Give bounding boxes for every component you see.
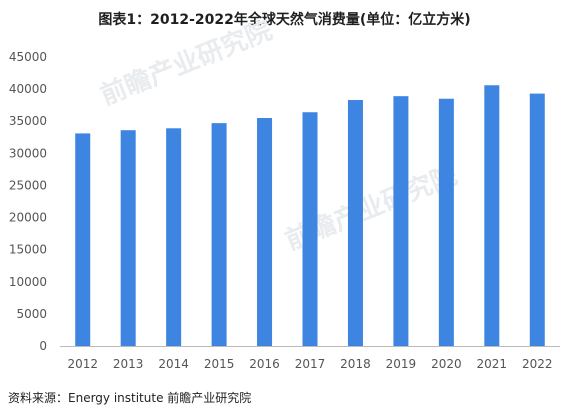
x-tick-label: 2012 bbox=[67, 357, 98, 371]
bar-2014 bbox=[166, 128, 182, 346]
x-tick-label: 2016 bbox=[249, 357, 280, 371]
svg-text:前瞻产业研究院: 前瞻产业研究院 bbox=[96, 15, 276, 112]
bar-2012 bbox=[75, 133, 91, 346]
x-tick-label: 2019 bbox=[386, 357, 417, 371]
x-tick-label: 2017 bbox=[295, 357, 326, 371]
y-tick-label: 20000 bbox=[9, 211, 47, 225]
y-tick-label: 40000 bbox=[9, 82, 47, 96]
x-tick-label: 2018 bbox=[340, 357, 371, 371]
y-tick-label: 45000 bbox=[9, 50, 47, 64]
chart-title: 图表1：2012-2022年全球天然气消费量(单位：亿立方米) bbox=[98, 12, 471, 28]
y-tick-label: 15000 bbox=[9, 243, 47, 257]
x-tick-label: 2020 bbox=[431, 357, 462, 371]
y-tick-label: 5000 bbox=[16, 307, 47, 321]
y-tick-label: 0 bbox=[39, 339, 47, 353]
y-tick-label: 25000 bbox=[9, 178, 47, 192]
x-axis-ticks: 2012 2013 2014 2015 2016 2017 2018 2019 2020 2021… bbox=[67, 357, 552, 371]
bar-2019 bbox=[393, 96, 409, 346]
bar-2020 bbox=[438, 98, 454, 346]
bar-2017 bbox=[302, 112, 318, 346]
y-tick-label: 10000 bbox=[9, 275, 47, 289]
bar-2018 bbox=[347, 100, 363, 346]
bar-2016 bbox=[257, 118, 273, 346]
source-note: 资料来源：Energy institute 前瞻产业研究院 bbox=[8, 391, 252, 405]
y-axis-ticks: 0 5000 10000 15000 20000 25000 30000 35000 40000… bbox=[9, 50, 47, 353]
bar-2013 bbox=[120, 130, 136, 346]
y-tick-label: 35000 bbox=[9, 114, 47, 128]
x-tick-label: 2021 bbox=[477, 357, 508, 371]
x-tick-label: 2013 bbox=[113, 357, 144, 371]
bar-2022 bbox=[529, 93, 545, 347]
bar-2015 bbox=[211, 123, 227, 346]
x-tick-label: 2022 bbox=[522, 357, 553, 371]
x-tick-label: 2015 bbox=[204, 357, 235, 371]
bar-2021 bbox=[484, 85, 500, 346]
bars bbox=[75, 85, 545, 347]
x-tick-label: 2014 bbox=[158, 357, 189, 371]
y-tick-label: 30000 bbox=[9, 146, 47, 160]
